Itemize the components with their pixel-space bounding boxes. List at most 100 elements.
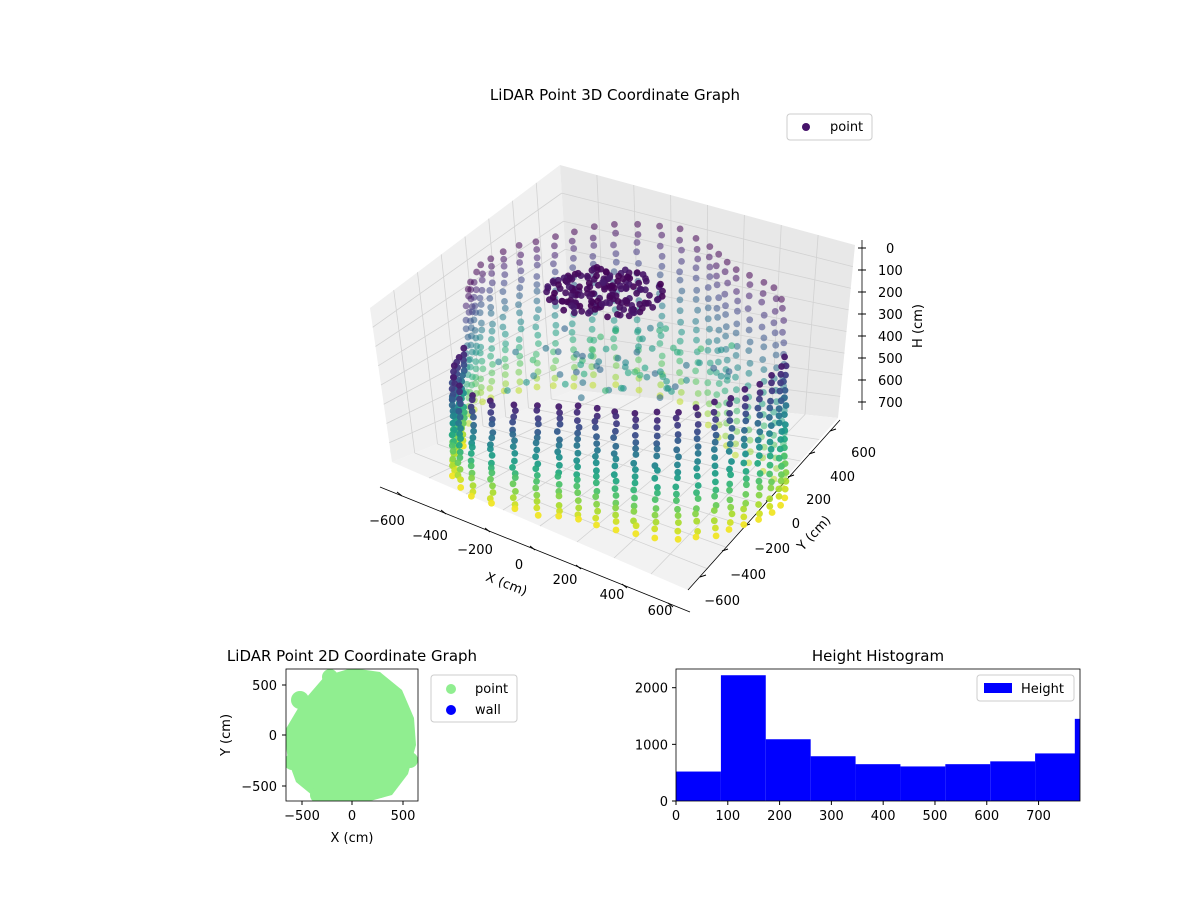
point-marker xyxy=(488,270,496,277)
point-marker xyxy=(726,486,733,494)
point-marker xyxy=(630,459,638,467)
histogram-bar xyxy=(1035,753,1080,801)
point-marker xyxy=(593,440,601,447)
point-marker xyxy=(555,512,563,520)
point-marker xyxy=(651,534,659,542)
point-marker xyxy=(561,380,569,388)
point-marker xyxy=(732,373,739,381)
point-marker xyxy=(530,372,537,380)
point-marker xyxy=(552,357,560,365)
point-marker xyxy=(593,433,600,441)
z-tick-label: 100 xyxy=(878,264,903,279)
point-marker xyxy=(711,424,718,431)
point-marker xyxy=(576,302,584,310)
point-marker xyxy=(710,446,718,453)
point-marker xyxy=(652,518,660,526)
point-marker xyxy=(704,389,712,396)
point-marker xyxy=(612,292,620,300)
histogram-ticks: 0 100 200 300 400 500 600 700 0 1000 200… xyxy=(635,682,1051,824)
point-marker xyxy=(654,489,661,497)
point-marker xyxy=(533,261,541,269)
point-marker xyxy=(692,533,700,541)
point-marker xyxy=(647,324,654,332)
point-marker xyxy=(674,461,681,469)
point-marker xyxy=(653,452,661,460)
point-marker xyxy=(756,395,763,403)
point-marker xyxy=(635,386,643,394)
point-marker xyxy=(740,513,748,521)
point-marker xyxy=(704,284,712,291)
point-marker xyxy=(658,252,666,260)
point-marker xyxy=(551,374,559,382)
histogram-bar xyxy=(676,771,721,801)
point-marker xyxy=(533,497,541,505)
point-marker xyxy=(634,231,642,238)
point-marker xyxy=(726,400,733,408)
point-marker xyxy=(457,435,464,442)
point-marker xyxy=(754,404,762,412)
x-tick-label: −200 xyxy=(457,543,493,558)
point-marker xyxy=(676,398,684,405)
point-marker xyxy=(693,326,700,334)
point-marker xyxy=(604,313,611,321)
x-tick-label: 200 xyxy=(767,809,792,824)
point-marker xyxy=(556,415,564,422)
point-marker xyxy=(745,347,753,354)
point-marker xyxy=(562,289,569,297)
point-marker xyxy=(656,242,664,250)
point-marker xyxy=(653,424,661,431)
point-marker xyxy=(533,504,541,512)
point-marker xyxy=(478,276,486,284)
point-marker xyxy=(775,493,783,500)
point-marker xyxy=(694,306,701,314)
point-marker xyxy=(499,323,507,331)
histogram-frame xyxy=(675,668,1081,802)
point-marker xyxy=(616,282,624,290)
point-marker xyxy=(775,485,783,493)
point-marker xyxy=(632,451,640,458)
point-marker xyxy=(657,280,664,288)
point-marker xyxy=(511,457,518,465)
point-marker xyxy=(712,262,720,270)
point-marker xyxy=(712,532,720,540)
point-marker xyxy=(673,490,680,498)
point-marker xyxy=(633,248,640,256)
point-marker xyxy=(756,483,764,491)
point-marker xyxy=(725,526,733,533)
point-marker xyxy=(766,495,774,503)
point-marker xyxy=(676,236,683,244)
point-marker xyxy=(489,489,497,496)
point-marker xyxy=(612,442,620,450)
point-marker xyxy=(457,400,464,408)
point-marker xyxy=(711,438,719,446)
plot-3d-title: LiDAR Point 3D Coordinate Graph xyxy=(490,86,740,104)
point-marker xyxy=(533,246,541,253)
grid-line xyxy=(705,204,708,405)
point-marker xyxy=(756,510,763,518)
point-marker xyxy=(499,288,507,295)
point-marker xyxy=(760,279,768,286)
point-marker xyxy=(710,408,718,416)
point-marker xyxy=(631,432,639,439)
z-tick-label: 0 xyxy=(886,242,894,257)
point-marker xyxy=(678,287,686,295)
point-marker xyxy=(671,383,679,390)
point-marker xyxy=(727,503,735,511)
point-marker xyxy=(588,325,596,333)
point-marker xyxy=(715,294,723,302)
point-marker xyxy=(782,402,790,409)
point-marker xyxy=(674,512,682,519)
point-marker xyxy=(575,504,583,512)
x-tick-label: 100 xyxy=(715,809,740,824)
point-marker xyxy=(465,356,472,364)
point-marker xyxy=(593,487,601,495)
point-marker xyxy=(745,326,753,334)
point-marker xyxy=(469,482,477,489)
point-marker xyxy=(742,468,750,475)
point-marker xyxy=(462,316,470,324)
point-marker xyxy=(568,320,576,328)
point-marker xyxy=(501,330,509,338)
point-marker xyxy=(712,486,720,494)
point-marker xyxy=(612,327,620,335)
point-marker xyxy=(459,372,466,379)
